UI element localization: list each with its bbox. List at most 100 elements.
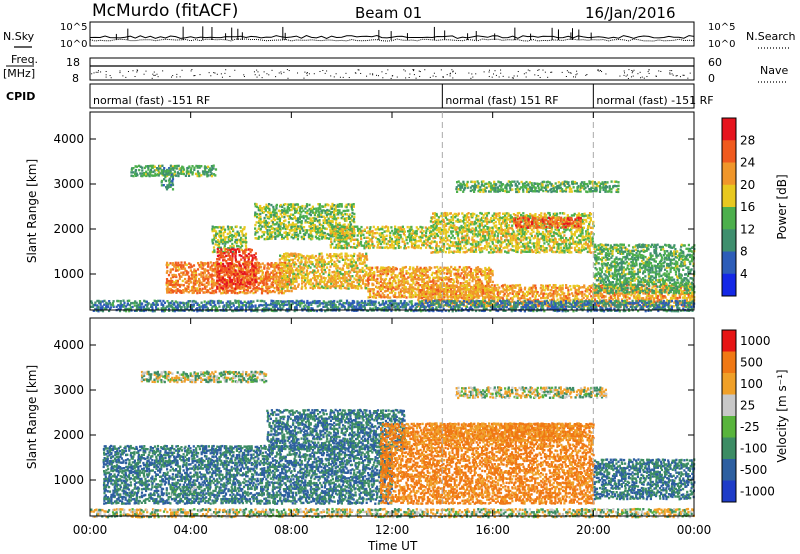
echo-cell bbox=[201, 277, 205, 281]
echo-cell bbox=[556, 212, 559, 215]
echo-cell bbox=[538, 241, 541, 244]
echo-cell bbox=[238, 234, 241, 237]
echo-cell bbox=[313, 256, 316, 259]
nave-dot bbox=[660, 70, 662, 72]
echo-cell bbox=[215, 291, 218, 294]
echo-cell bbox=[266, 221, 269, 224]
echo-cell bbox=[563, 241, 566, 244]
echo-cell bbox=[138, 164, 141, 168]
echo-cell bbox=[184, 174, 187, 177]
echo-cell bbox=[399, 234, 402, 237]
echo-cell bbox=[510, 239, 513, 242]
echo-cell bbox=[268, 286, 271, 290]
echo-cell bbox=[262, 233, 265, 236]
echo-cell bbox=[550, 238, 553, 241]
echo-cell bbox=[500, 236, 503, 239]
echo-cell bbox=[247, 252, 250, 256]
echo-cell bbox=[500, 238, 503, 241]
echo-cell bbox=[167, 283, 171, 286]
echo-cell bbox=[207, 281, 210, 284]
echo-cell bbox=[274, 231, 277, 235]
echo-cell bbox=[147, 168, 150, 171]
echo-cell bbox=[159, 164, 162, 168]
echo-cell bbox=[363, 244, 366, 248]
echo-cell bbox=[390, 237, 393, 241]
echo-cell bbox=[410, 242, 414, 245]
echo-cell bbox=[439, 220, 442, 224]
echo-cell bbox=[305, 215, 308, 218]
echo-cell bbox=[373, 294, 376, 297]
echo-cell bbox=[311, 261, 314, 264]
echo-cell bbox=[487, 274, 490, 278]
echo-cell bbox=[505, 225, 508, 228]
echo-cell bbox=[236, 245, 239, 248]
echo-cell bbox=[241, 281, 244, 284]
echo-cell bbox=[344, 229, 347, 232]
echo-cell bbox=[403, 276, 406, 279]
echo-cell bbox=[243, 260, 246, 263]
echo-cell bbox=[258, 266, 261, 269]
echo-cell bbox=[311, 221, 315, 225]
echo-cell bbox=[492, 236, 496, 239]
nave-dot bbox=[413, 69, 415, 71]
echo-cell bbox=[473, 276, 476, 279]
echo-cell bbox=[265, 214, 268, 217]
echo-cell bbox=[475, 250, 478, 253]
echo-cell bbox=[262, 289, 265, 292]
echo-cell bbox=[426, 282, 429, 285]
echo-cell bbox=[335, 267, 338, 270]
echo-cell bbox=[177, 261, 180, 265]
echo-cell bbox=[335, 271, 338, 274]
nave-dot bbox=[127, 71, 129, 73]
echo-cell bbox=[343, 286, 346, 290]
echo-cell bbox=[338, 260, 341, 263]
echo-cell bbox=[489, 268, 492, 271]
echo-cell bbox=[450, 232, 453, 235]
echo-cell bbox=[563, 234, 566, 237]
echo-cell bbox=[498, 212, 501, 215]
echo-cell bbox=[256, 212, 259, 216]
echo-cell bbox=[557, 247, 560, 250]
echo-cell bbox=[505, 232, 508, 235]
echo-cell bbox=[488, 242, 491, 245]
echo-cell bbox=[350, 238, 354, 241]
nave-dot bbox=[493, 73, 495, 75]
nave-dot bbox=[565, 75, 567, 77]
echo-cell bbox=[351, 231, 354, 235]
echo-cell bbox=[222, 254, 225, 258]
echo-cell bbox=[237, 266, 241, 269]
echo-cell bbox=[167, 282, 170, 285]
echo-cell bbox=[511, 249, 514, 252]
echo-cell bbox=[480, 240, 483, 244]
echo-cell bbox=[305, 269, 309, 272]
echo-cell bbox=[555, 214, 558, 217]
echo-cell bbox=[446, 247, 449, 250]
echo-cell bbox=[171, 273, 174, 277]
echo-cell bbox=[200, 283, 203, 286]
echo-cell bbox=[556, 248, 559, 252]
echo-cell bbox=[439, 222, 442, 226]
echo-cell bbox=[139, 172, 142, 175]
echo-cell bbox=[474, 233, 477, 236]
echo-cell bbox=[339, 224, 342, 227]
echo-cell bbox=[480, 238, 483, 241]
echo-cell bbox=[552, 212, 555, 216]
nave-dot bbox=[679, 76, 681, 78]
echo-cell bbox=[254, 278, 257, 281]
echo-cell bbox=[284, 203, 287, 206]
echo-cell bbox=[511, 224, 514, 227]
echo-cell bbox=[243, 287, 246, 290]
echo-cell bbox=[340, 284, 343, 287]
echo-cell bbox=[229, 245, 232, 248]
echo-cell bbox=[185, 290, 188, 293]
echo-cell bbox=[319, 258, 322, 261]
echo-cell bbox=[450, 244, 453, 247]
echo-cell bbox=[442, 276, 446, 280]
echo-cell bbox=[326, 208, 329, 212]
echo-cell bbox=[465, 214, 468, 217]
nave-dot bbox=[440, 69, 442, 71]
echo-cell bbox=[473, 245, 476, 248]
echo-cell bbox=[338, 242, 341, 245]
echo-cell bbox=[297, 235, 300, 238]
echo-cell bbox=[291, 221, 294, 225]
